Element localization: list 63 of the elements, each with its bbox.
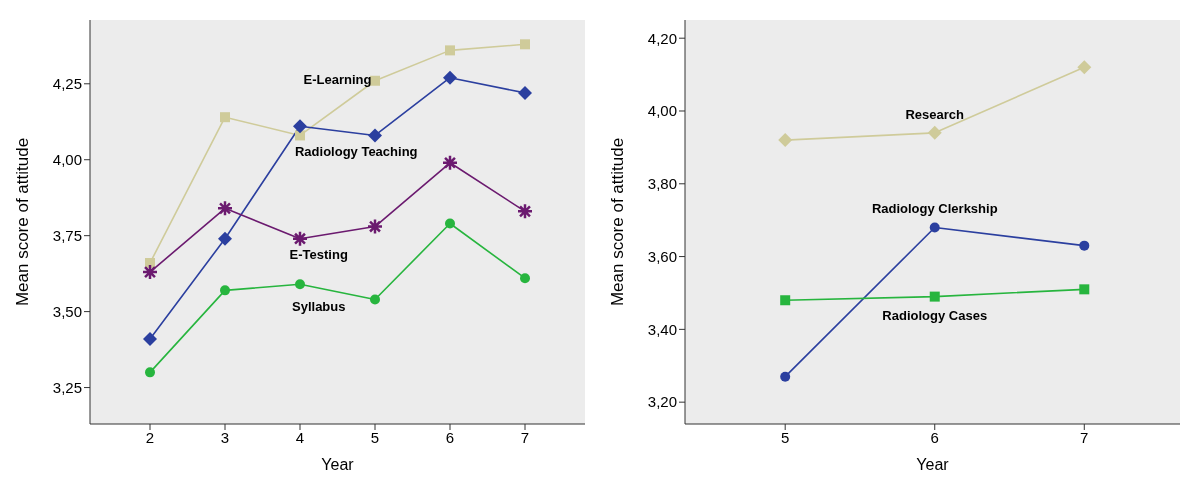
point: [443, 70, 457, 85]
point: [141, 263, 159, 281]
point: [143, 331, 157, 346]
point: [216, 200, 234, 217]
x-tick-label: 7: [520, 428, 530, 446]
point: [778, 133, 793, 148]
point: [780, 295, 791, 306]
x-tick-label: 6: [930, 428, 939, 446]
y-tick-label: 4,00: [52, 151, 82, 169]
point: [218, 231, 232, 246]
y-tick-label: 3,25: [52, 378, 82, 396]
point: [366, 218, 384, 235]
x-axis-title: Year: [916, 456, 950, 473]
point: [295, 279, 305, 290]
series-label: Syllabus: [292, 299, 346, 315]
y-axis-title: Mean score of attitude: [608, 137, 628, 307]
point: [445, 45, 455, 56]
point: [520, 273, 530, 284]
point: [520, 39, 530, 50]
series-label: Research: [905, 106, 965, 122]
point: [929, 291, 940, 302]
x-tick-label: 5: [781, 428, 790, 446]
point: [445, 218, 455, 229]
point: [145, 367, 155, 378]
x-tick-label: 4: [295, 428, 305, 446]
y-tick-label: 3,40: [647, 320, 677, 338]
point: [370, 75, 380, 86]
point: [1079, 240, 1090, 251]
point: [293, 119, 307, 134]
point: [145, 258, 155, 269]
y-tick-label: 4,20: [647, 29, 677, 47]
y-tick-label: 3,60: [647, 247, 677, 265]
y-tick-label: 3,80: [647, 175, 677, 193]
series-label: E-Learning: [303, 72, 372, 88]
point: [518, 85, 532, 100]
y-tick-label: 3,20: [647, 393, 677, 411]
point: [441, 154, 459, 172]
point: [220, 285, 230, 296]
x-axis-title: Year: [321, 456, 355, 473]
x-tick-label: 7: [1080, 428, 1089, 446]
y-axis-title: Mean score of attitude: [13, 137, 33, 307]
x-tick-label: 6: [445, 428, 455, 446]
y-tick-label: 4,00: [647, 102, 677, 120]
point: [1079, 284, 1090, 295]
y-tick-label: 3,75: [52, 226, 82, 244]
series-label: Radiology Clerkship: [871, 201, 998, 217]
series-label: Radiology Teaching: [294, 144, 418, 160]
y-tick-label: 4,25: [52, 75, 82, 93]
point: [220, 112, 230, 123]
x-tick-label: 2: [145, 428, 155, 446]
series-label: E-Testing: [289, 246, 348, 262]
x-tick-label: 5: [370, 428, 380, 446]
point: [368, 128, 382, 143]
point: [780, 371, 791, 382]
y-tick-label: 3,50: [52, 302, 82, 320]
x-tick-label: 3: [220, 428, 230, 446]
point: [516, 203, 534, 220]
point: [291, 230, 309, 247]
point: [929, 222, 940, 233]
series-label: Radiology Cases: [882, 307, 988, 323]
point: [1077, 60, 1092, 75]
point: [370, 294, 380, 305]
point: [927, 125, 942, 140]
